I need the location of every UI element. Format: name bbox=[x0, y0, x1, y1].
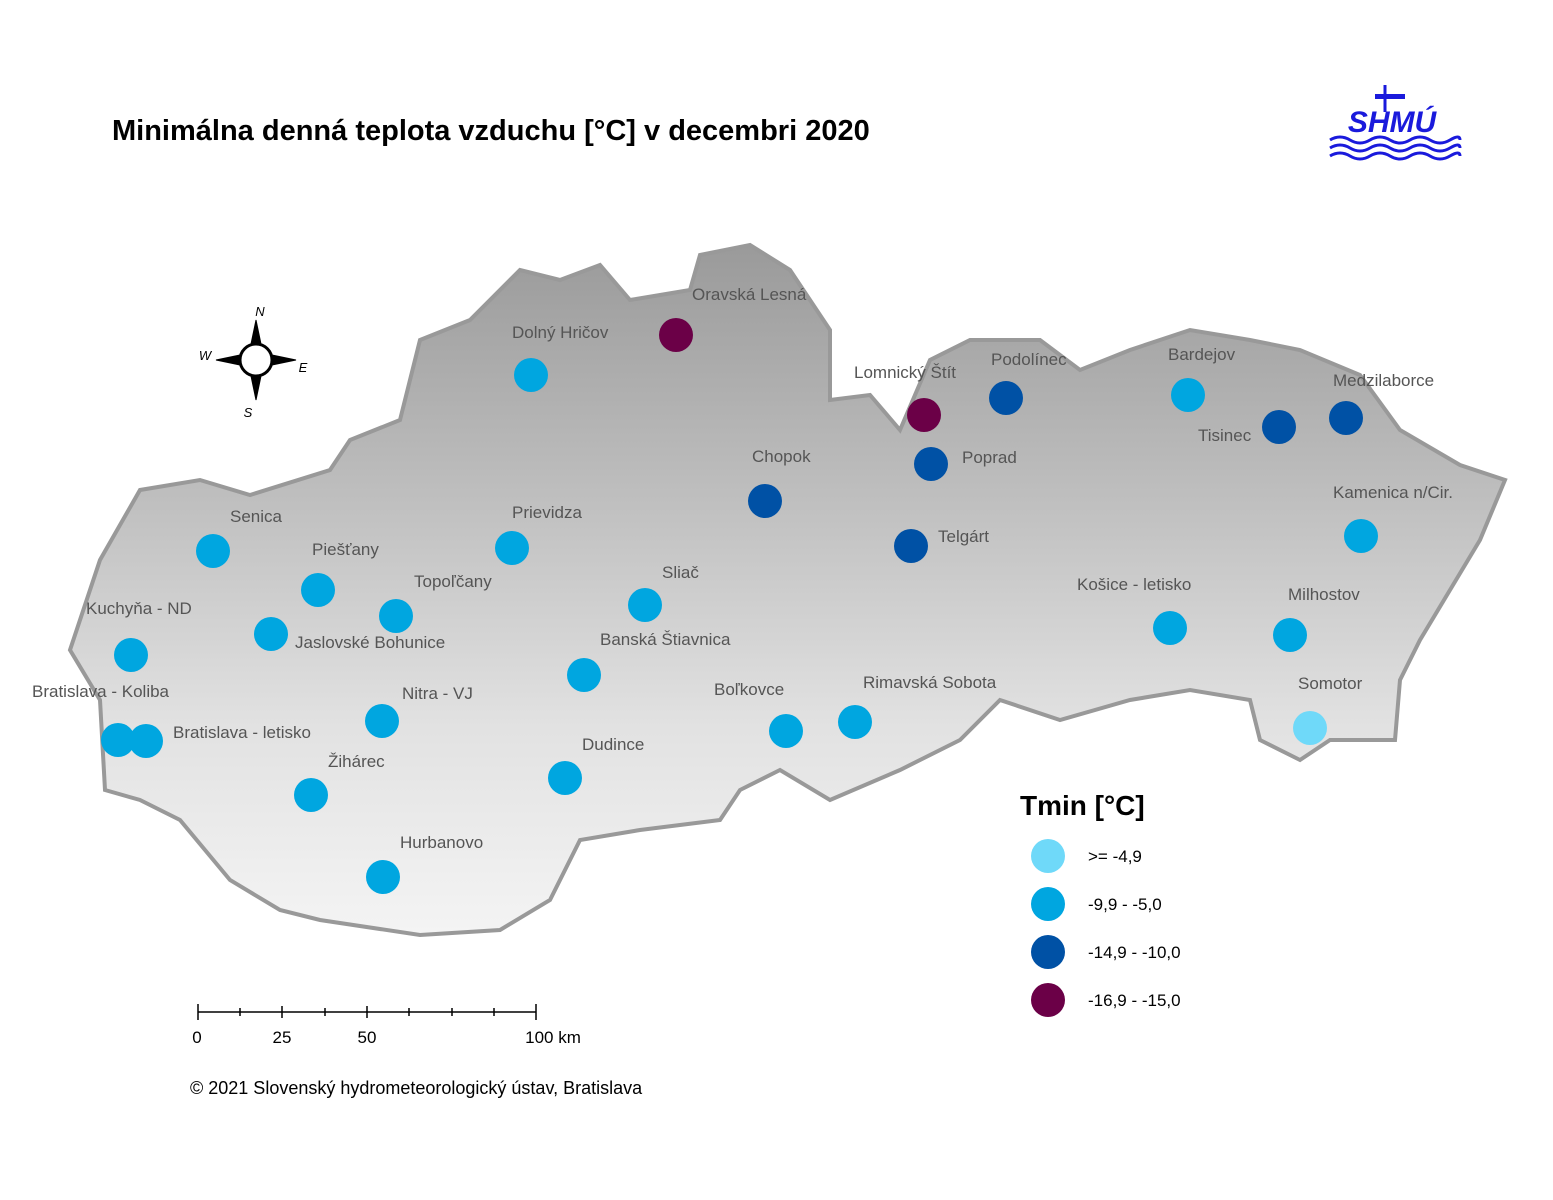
station-label: Dudince bbox=[582, 735, 644, 754]
logo-text: SHMÚ bbox=[1348, 105, 1438, 139]
station-label: Bratislava - Koliba bbox=[32, 682, 170, 701]
station-label: Podolínec bbox=[991, 350, 1067, 369]
station-label: Banská Štiavnica bbox=[600, 630, 731, 649]
station-dot bbox=[254, 617, 288, 651]
scale-label: 0 bbox=[192, 1028, 201, 1047]
station-dot bbox=[1344, 519, 1378, 553]
station-label: Telgárt bbox=[938, 527, 989, 546]
station-dot bbox=[769, 714, 803, 748]
station-label: Bardejov bbox=[1168, 345, 1236, 364]
scale-bar bbox=[197, 1004, 537, 1020]
legend-label: -9,9 - -5,0 bbox=[1088, 895, 1162, 914]
station-label: Dolný Hričov bbox=[512, 323, 609, 342]
station-label: Bratislava - letisko bbox=[173, 723, 311, 742]
scale-label: 50 bbox=[358, 1028, 377, 1047]
station-label: Topoľčany bbox=[414, 572, 492, 591]
station-label: Oravská Lesná bbox=[692, 285, 807, 304]
country-outline bbox=[67, 242, 1508, 938]
station-dot bbox=[989, 381, 1023, 415]
station-label: Kamenica n/Cir. bbox=[1333, 483, 1453, 502]
logo: SHMÚ bbox=[1329, 85, 1462, 161]
station-label: Medzilaborce bbox=[1333, 371, 1434, 390]
station-label: Somotor bbox=[1298, 674, 1363, 693]
scale-labels: 0 25 50 100 km bbox=[192, 1028, 581, 1047]
station-label: Sliač bbox=[662, 563, 699, 582]
station-dot bbox=[748, 484, 782, 518]
station-dot bbox=[567, 658, 601, 692]
station-label: Nitra - VJ bbox=[402, 684, 473, 703]
station-label: Žihárec bbox=[328, 752, 385, 771]
station-dot bbox=[1273, 618, 1307, 652]
station-dot bbox=[366, 860, 400, 894]
station-dot bbox=[294, 778, 328, 812]
station-label: Senica bbox=[230, 507, 283, 526]
station-dot bbox=[1153, 611, 1187, 645]
station-dot bbox=[379, 599, 413, 633]
station-label: Boľkovce bbox=[714, 680, 784, 699]
station-label: Piešťany bbox=[312, 540, 379, 559]
station-dot bbox=[548, 761, 582, 795]
stations: Oravská Lesná Dolný Hričov Lomnický Štít Po… bbox=[32, 285, 1453, 894]
legend-label: -16,9 - -15,0 bbox=[1088, 991, 1181, 1010]
legend-swatch bbox=[1031, 839, 1065, 873]
scale-label: 100 km bbox=[525, 1028, 581, 1047]
compass-s: S bbox=[244, 405, 253, 420]
legend-title: Tmin [°C] bbox=[1020, 790, 1145, 821]
station-label: Poprad bbox=[962, 448, 1017, 467]
station-label: Tisinec bbox=[1198, 426, 1252, 445]
legend-label: >= -4,9 bbox=[1088, 847, 1142, 866]
copyright: © 2021 Slovenský hydrometeorologický úst… bbox=[190, 1078, 643, 1098]
station-label: Jaslovské Bohunice bbox=[295, 633, 445, 652]
station-dot bbox=[114, 638, 148, 672]
compass-e: E bbox=[299, 360, 308, 375]
legend-swatch bbox=[1031, 983, 1065, 1017]
station-dot bbox=[1262, 410, 1296, 444]
compass-w: W bbox=[199, 348, 213, 363]
legend: >= -4,9 -9,9 - -5,0 -14,9 - -10,0 -16,9 - -… bbox=[1031, 839, 1181, 1017]
station-dot bbox=[1171, 378, 1205, 412]
station-label: Chopok bbox=[752, 447, 811, 466]
legend-swatch bbox=[1031, 935, 1065, 969]
station-dot bbox=[894, 529, 928, 563]
station-dot bbox=[659, 318, 693, 352]
station-dot bbox=[129, 724, 163, 758]
station-dot bbox=[196, 534, 230, 568]
station-dot bbox=[301, 573, 335, 607]
compass-n: N bbox=[255, 304, 265, 319]
station-dot bbox=[628, 588, 662, 622]
station-label: Milhostov bbox=[1288, 585, 1360, 604]
station-dot bbox=[907, 398, 941, 432]
station-dot bbox=[514, 358, 548, 392]
scale-label: 25 bbox=[273, 1028, 292, 1047]
station-label: Hurbanovo bbox=[400, 833, 483, 852]
station-dot bbox=[1293, 711, 1327, 745]
station-label: Prievidza bbox=[512, 503, 582, 522]
legend-label: -14,9 - -10,0 bbox=[1088, 943, 1181, 962]
station-label: Rimavská Sobota bbox=[863, 673, 997, 692]
station-label: Lomnický Štít bbox=[854, 363, 956, 382]
title: Minimálna denná teplota vzduchu [°C] v d… bbox=[112, 115, 870, 147]
compass: N E S W bbox=[199, 304, 308, 420]
station-dot bbox=[495, 531, 529, 565]
station-dot bbox=[838, 705, 872, 739]
station-dot bbox=[914, 447, 948, 481]
station-dot bbox=[101, 723, 135, 757]
station-dot bbox=[365, 704, 399, 738]
station-label: Košice - letisko bbox=[1077, 575, 1191, 594]
legend-swatch bbox=[1031, 887, 1065, 921]
station-dot bbox=[1329, 401, 1363, 435]
station-label: Kuchyňa - ND bbox=[86, 599, 192, 618]
